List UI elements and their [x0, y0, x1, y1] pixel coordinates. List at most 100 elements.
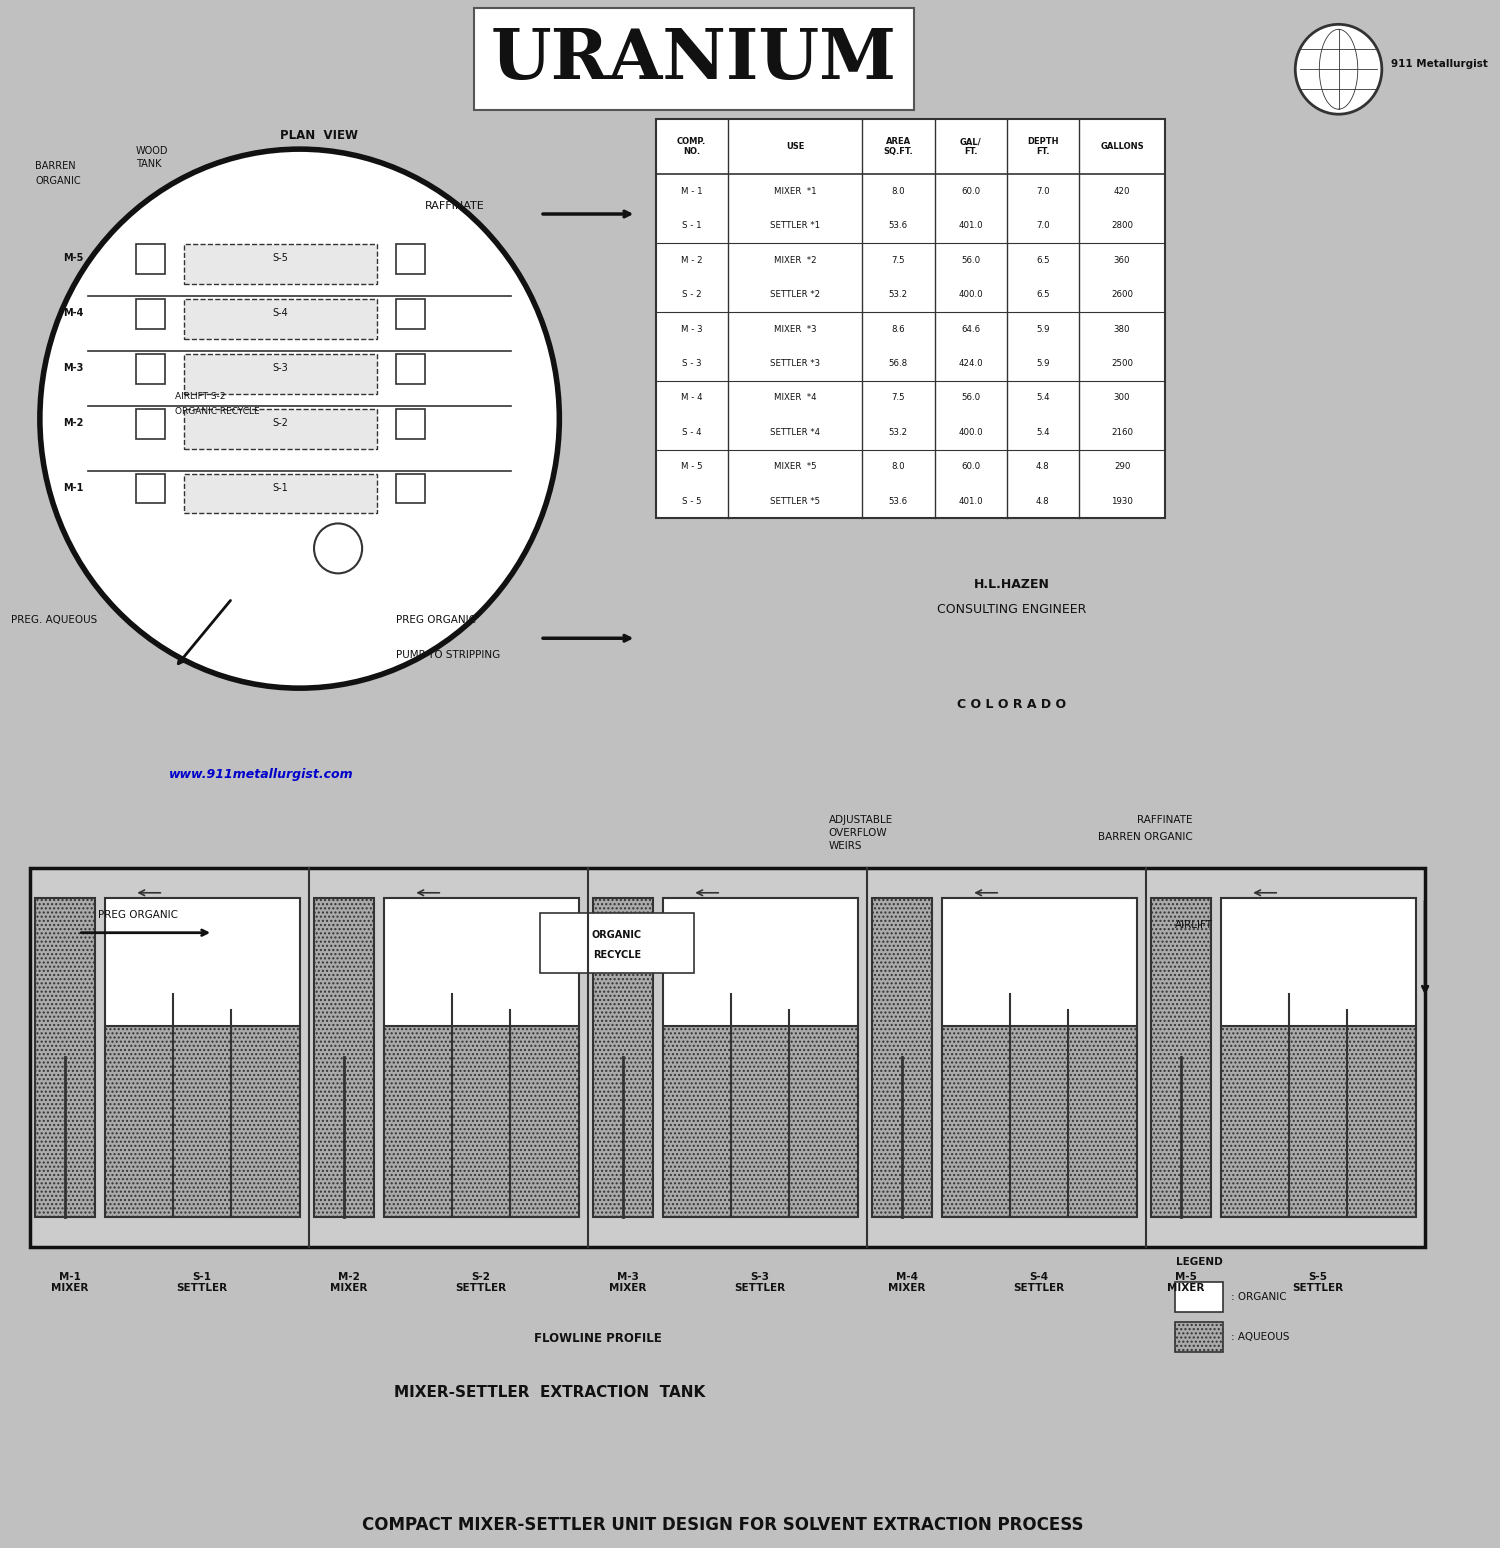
- Text: 53.2: 53.2: [890, 289, 908, 299]
- Text: M-3
MIXER: M-3 MIXER: [609, 1272, 646, 1293]
- Text: 5.4: 5.4: [1036, 427, 1050, 437]
- Text: MIXER  *2: MIXER *2: [774, 255, 816, 265]
- Text: 2500: 2500: [1112, 359, 1132, 368]
- Text: OVERFLOW: OVERFLOW: [828, 828, 888, 837]
- Text: ORGANIC: ORGANIC: [592, 930, 642, 940]
- Text: 290: 290: [1114, 463, 1131, 471]
- Text: 424.0: 424.0: [958, 359, 982, 368]
- Text: 53.2: 53.2: [890, 427, 908, 437]
- Text: AIRLIFT: AIRLIFT: [1174, 920, 1214, 930]
- Text: M-5: M-5: [63, 252, 84, 263]
- Text: 5.9: 5.9: [1036, 325, 1050, 333]
- Text: ORGANIC: ORGANIC: [34, 176, 81, 186]
- Text: 6.5: 6.5: [1036, 255, 1050, 265]
- Bar: [184, 474, 376, 514]
- Text: 60.0: 60.0: [962, 463, 980, 471]
- Text: S - 5: S - 5: [682, 497, 702, 506]
- Text: S-1: S-1: [273, 483, 288, 492]
- Text: SETTLER *5: SETTLER *5: [770, 497, 820, 506]
- Bar: [871, 898, 932, 1217]
- Text: S-4
SETTLER: S-4 SETTLER: [1014, 1272, 1065, 1293]
- Text: M - 5: M - 5: [681, 463, 702, 471]
- Bar: [1150, 898, 1210, 1217]
- Text: GALLONS: GALLONS: [1101, 142, 1144, 152]
- Bar: [184, 299, 376, 339]
- Bar: [384, 898, 579, 1025]
- Text: RAFFINATE: RAFFINATE: [1137, 814, 1192, 825]
- Bar: [184, 245, 376, 283]
- Text: WEIRS: WEIRS: [828, 841, 862, 851]
- Bar: [105, 1025, 300, 1217]
- Text: S-5: S-5: [273, 252, 288, 263]
- Text: : ORGANIC: : ORGANIC: [1232, 1293, 1287, 1302]
- Text: S-2: S-2: [273, 418, 288, 427]
- Bar: [1174, 1282, 1222, 1313]
- Text: BARREN: BARREN: [34, 161, 75, 172]
- Text: M - 2: M - 2: [681, 255, 702, 265]
- Text: MIXER  *3: MIXER *3: [774, 325, 816, 333]
- Text: 56.0: 56.0: [962, 393, 980, 402]
- Bar: [592, 898, 652, 1217]
- Text: AREA
SQ.FT.: AREA SQ.FT.: [884, 138, 914, 156]
- Bar: [942, 898, 1137, 1025]
- Text: www.911metallurgist.com: www.911metallurgist.com: [170, 768, 354, 782]
- Text: 64.6: 64.6: [962, 325, 980, 333]
- Text: SETTLER *3: SETTLER *3: [770, 359, 820, 368]
- Text: 56.0: 56.0: [962, 255, 980, 265]
- Text: 7.5: 7.5: [891, 393, 904, 402]
- Text: PLAN  VIEW: PLAN VIEW: [280, 128, 358, 142]
- Text: S - 4: S - 4: [682, 427, 702, 437]
- Bar: [663, 1025, 858, 1217]
- Text: S-3
SETTLER: S-3 SETTLER: [735, 1272, 786, 1293]
- Text: SETTLER *4: SETTLER *4: [770, 427, 820, 437]
- Text: 2600: 2600: [1112, 289, 1132, 299]
- Text: WOOD: WOOD: [136, 146, 168, 156]
- Text: ORGANIC RECYCLE: ORGANIC RECYCLE: [174, 407, 260, 416]
- Bar: [30, 868, 1425, 1248]
- Text: SETTLER *2: SETTLER *2: [770, 289, 820, 299]
- Text: 7.0: 7.0: [1036, 221, 1050, 231]
- Text: PREG. AQUEOUS: PREG. AQUEOUS: [10, 615, 98, 625]
- Text: ADJUSTABLE: ADJUSTABLE: [828, 814, 892, 825]
- Text: S - 3: S - 3: [682, 359, 702, 368]
- Text: M-1
MIXER: M-1 MIXER: [51, 1272, 88, 1293]
- Text: RECYCLE: RECYCLE: [592, 949, 640, 960]
- Text: M-1: M-1: [63, 483, 84, 492]
- Bar: [396, 474, 424, 503]
- Circle shape: [40, 149, 560, 689]
- Text: PUMP TO STRIPPING: PUMP TO STRIPPING: [396, 650, 500, 659]
- Text: S - 1: S - 1: [682, 221, 702, 231]
- Bar: [136, 409, 165, 438]
- Text: 401.0: 401.0: [958, 221, 982, 231]
- Bar: [136, 245, 165, 274]
- Bar: [396, 354, 424, 384]
- Circle shape: [1296, 25, 1382, 115]
- Text: 420: 420: [1114, 187, 1131, 195]
- Text: 300: 300: [1114, 393, 1131, 402]
- Bar: [34, 898, 94, 1217]
- Text: SETTLER *1: SETTLER *1: [770, 221, 820, 231]
- Text: 380: 380: [1114, 325, 1131, 333]
- Text: 53.6: 53.6: [890, 497, 908, 506]
- Text: M-2
MIXER: M-2 MIXER: [330, 1272, 368, 1293]
- Text: M-5
MIXER: M-5 MIXER: [1167, 1272, 1204, 1293]
- Text: M - 4: M - 4: [681, 393, 702, 402]
- Text: FLOWLINE PROFILE: FLOWLINE PROFILE: [534, 1331, 662, 1345]
- Bar: [1221, 1025, 1416, 1217]
- Bar: [1174, 1322, 1222, 1351]
- Text: S-4: S-4: [273, 308, 288, 317]
- Text: 4.8: 4.8: [1036, 463, 1050, 471]
- Text: S-2
SETTLER: S-2 SETTLER: [456, 1272, 507, 1293]
- Text: M-3: M-3: [63, 362, 84, 373]
- Text: 4.8: 4.8: [1036, 497, 1050, 506]
- Text: URANIUM: URANIUM: [490, 26, 897, 93]
- Text: 6.5: 6.5: [1036, 289, 1050, 299]
- Bar: [656, 119, 1166, 519]
- Bar: [540, 913, 694, 972]
- Text: 1930: 1930: [1112, 497, 1132, 506]
- Bar: [105, 898, 300, 1025]
- Text: S-1
SETTLER: S-1 SETTLER: [177, 1272, 228, 1293]
- Text: TANK: TANK: [136, 159, 162, 169]
- Text: MIXER-SETTLER  EXTRACTION  TANK: MIXER-SETTLER EXTRACTION TANK: [394, 1385, 705, 1399]
- Text: RAFFINATE: RAFFINATE: [424, 201, 484, 211]
